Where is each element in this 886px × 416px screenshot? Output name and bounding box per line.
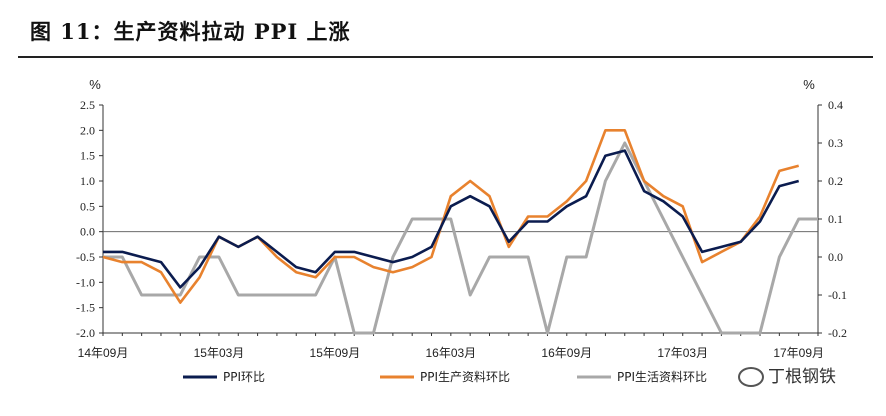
x-tick-label: 17年03月 [657, 346, 708, 360]
right-tick-label: 0.0 [828, 250, 843, 264]
title-divider [18, 56, 873, 58]
chart-series [102, 129, 818, 335]
left-tick-label: -1.0 [76, 275, 95, 289]
right-tick-label: 0.4 [828, 98, 843, 112]
legend-label-3: PPI生活资料环比 [617, 370, 707, 384]
right-tick-label: 0.1 [828, 212, 843, 226]
series-line-3 [103, 141, 818, 335]
left-tick-label: -0.5 [76, 250, 95, 264]
chart-ticks: % % 2.5 2.0 1.5 1.0 0.5 0.0 -0.5 -1.0 -1.5 -2.0 0.4 0… [76, 77, 847, 360]
left-tick-label: 2.0 [80, 123, 95, 137]
left-tick-label: 1.5 [80, 149, 95, 163]
wechat-icon [738, 367, 764, 387]
chart-axes [102, 105, 819, 334]
legend-label-2: PPI生产资料环比 [420, 370, 510, 384]
chart-legend: PPI环比 PPI生产资料环比 PPI生活资料环比 [183, 370, 707, 384]
legend-label-1: PPI环比 [223, 370, 265, 384]
left-tick-label: 0.5 [80, 199, 95, 213]
watermark: 丁根钢铁 [738, 362, 836, 387]
right-tick-label: -0.2 [828, 326, 847, 340]
series-line-1 [103, 149, 800, 289]
right-tick-label: -0.1 [828, 288, 847, 302]
x-tick-label: 15年03月 [194, 346, 245, 360]
right-tick-label: 0.2 [828, 174, 843, 188]
right-unit-label: % [803, 77, 815, 92]
left-tick-label: 1.0 [80, 174, 95, 188]
left-tick-label: -2.0 [76, 326, 95, 340]
x-tick-label: 17年09月 [773, 346, 824, 360]
x-tick-label: 15年09月 [310, 346, 361, 360]
left-tick-label: 2.5 [80, 98, 95, 112]
left-tick-label: -1.5 [76, 301, 95, 315]
left-unit-label: % [89, 77, 101, 92]
watermark-text: 丁根钢铁 [768, 367, 836, 387]
left-tick-label: 0.0 [80, 225, 95, 239]
right-tick-label: 0.3 [828, 136, 843, 150]
x-tick-label: 14年09月 [78, 346, 129, 360]
x-tick-label: 16年09月 [541, 346, 592, 360]
chart-title: 图 11：生产资料拉动 PPI 上涨 [30, 19, 351, 44]
x-tick-label: 16年03月 [425, 346, 476, 360]
